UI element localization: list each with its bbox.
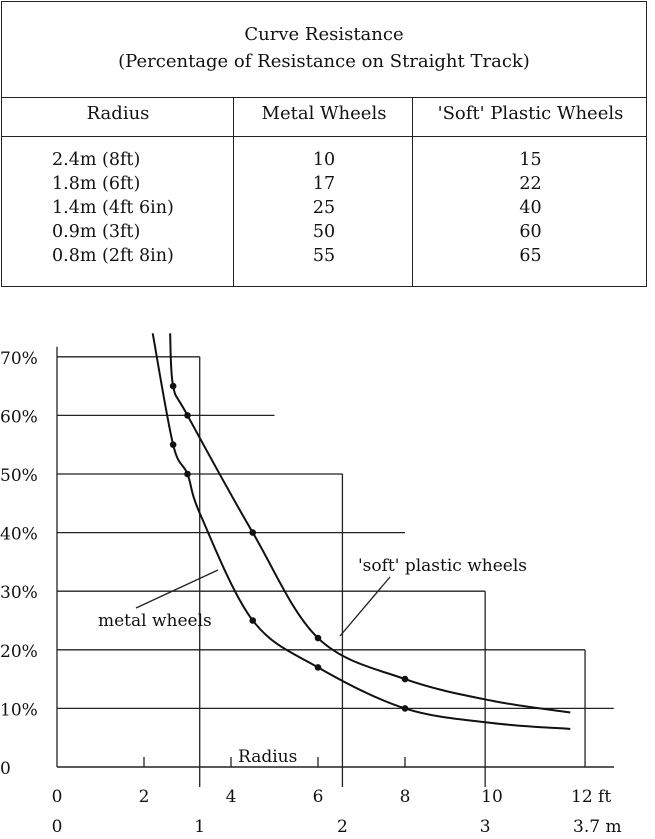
metal-wheels-label: metal wheels (98, 611, 212, 631)
header-metal-wheels: Metal Wheels (261, 103, 387, 124)
table-header-row: Radius Metal Wheels 'Soft' Plastic Wheel… (2, 98, 646, 137)
cell-metal: 50 (312, 222, 336, 242)
cell-plastic: 60 (519, 222, 542, 242)
y-tick-label: 60% (0, 407, 38, 427)
x-tick-label-m: 1 (194, 817, 205, 837)
table-title-line1: Curve Resistance (244, 24, 404, 45)
cell-radius: 1.8m (6ft) (52, 174, 141, 194)
x-tick-label-ft: 6 (313, 787, 324, 807)
column-divider (412, 98, 413, 286)
y-tick-label: 40% (0, 525, 38, 545)
data-point (249, 529, 257, 536)
cell-metal: 17 (312, 174, 336, 194)
table-row: 2.4m (8ft) 10 15 (2, 150, 646, 174)
x-tick-label-ft: 4 (226, 787, 237, 807)
table-row: 0.9m (3ft) 50 60 (2, 222, 646, 246)
x-tick-label-m: 0 (52, 817, 63, 837)
cell-metal: 10 (312, 150, 336, 170)
data-point (314, 634, 322, 642)
table-row: 1.4m (4ft 6in) 25 40 (2, 198, 646, 222)
x-tick-label-ft: 0 (52, 787, 63, 807)
data-point (184, 470, 191, 478)
cell-plastic: 40 (519, 198, 542, 218)
x-tick-label-ft: 2 (139, 787, 150, 807)
x-tick-label-ft: 8 (400, 787, 411, 807)
data-point (401, 705, 409, 712)
data-point (169, 441, 177, 449)
header-plastic-wheels: 'Soft' Plastic Wheels (437, 103, 624, 124)
plastic-wheels-curve (169, 333, 571, 714)
table-row: 1.8m (6ft) 17 22 (2, 174, 646, 198)
column-divider (233, 98, 234, 286)
metal-wheels-leader (135, 569, 219, 609)
data-point (169, 382, 177, 390)
cell-plastic: 22 (519, 174, 542, 194)
x-tick-label-m: 2 (337, 817, 348, 837)
table-title-line2: (Percentage of Resistance on Straight Tr… (118, 51, 530, 72)
data-point (249, 617, 257, 624)
metal-wheels-curve (151, 333, 571, 730)
data-point (401, 675, 409, 683)
y-tick-label: 70% (0, 349, 38, 369)
curve-resistance-chart: 0 2 4 6 8 10 12 ft 0 1 2 3 3.7 m 0 10% 20% 30% 40% 50% 60%… (0, 333, 622, 837)
data-point (184, 412, 191, 419)
cell-metal: 55 (312, 246, 336, 266)
cell-metal: 25 (312, 198, 336, 218)
y-tick-label: 0 (0, 759, 11, 779)
x-tick-label-ft: 10 (481, 787, 503, 807)
table-row: 0.8m (2ft 8in) 55 65 (2, 246, 646, 270)
y-tick-label: 30% (0, 583, 38, 603)
cell-radius: 2.4m (8ft) (52, 150, 141, 170)
cell-plastic: 65 (519, 246, 542, 266)
curve-resistance-table: Curve Resistance (Percentage of Resistan… (1, 1, 647, 287)
plastic-wheels-label: 'soft' plastic wheels (358, 556, 527, 576)
header-radius: Radius (86, 103, 150, 124)
x-axis-label: Radius (238, 747, 297, 767)
x-tick-label-m: 3.7 m (573, 817, 622, 837)
y-tick-label: 20% (0, 642, 38, 662)
x-tick-label-m: 3 (480, 817, 491, 837)
y-tick-label: 50% (0, 466, 38, 486)
plastic-wheels-leader (339, 576, 391, 637)
cell-radius: 1.4m (4ft 6in) (52, 198, 174, 218)
table-title: Curve Resistance (Percentage of Resistan… (2, 2, 646, 98)
y-tick-label: 10% (0, 700, 38, 720)
data-point (314, 664, 322, 671)
cell-radius: 0.8m (2ft 8in) (52, 246, 174, 266)
x-tick-label-ft: 12 ft (571, 787, 611, 807)
cell-plastic: 15 (519, 150, 542, 170)
cell-radius: 0.9m (3ft) (52, 222, 141, 242)
